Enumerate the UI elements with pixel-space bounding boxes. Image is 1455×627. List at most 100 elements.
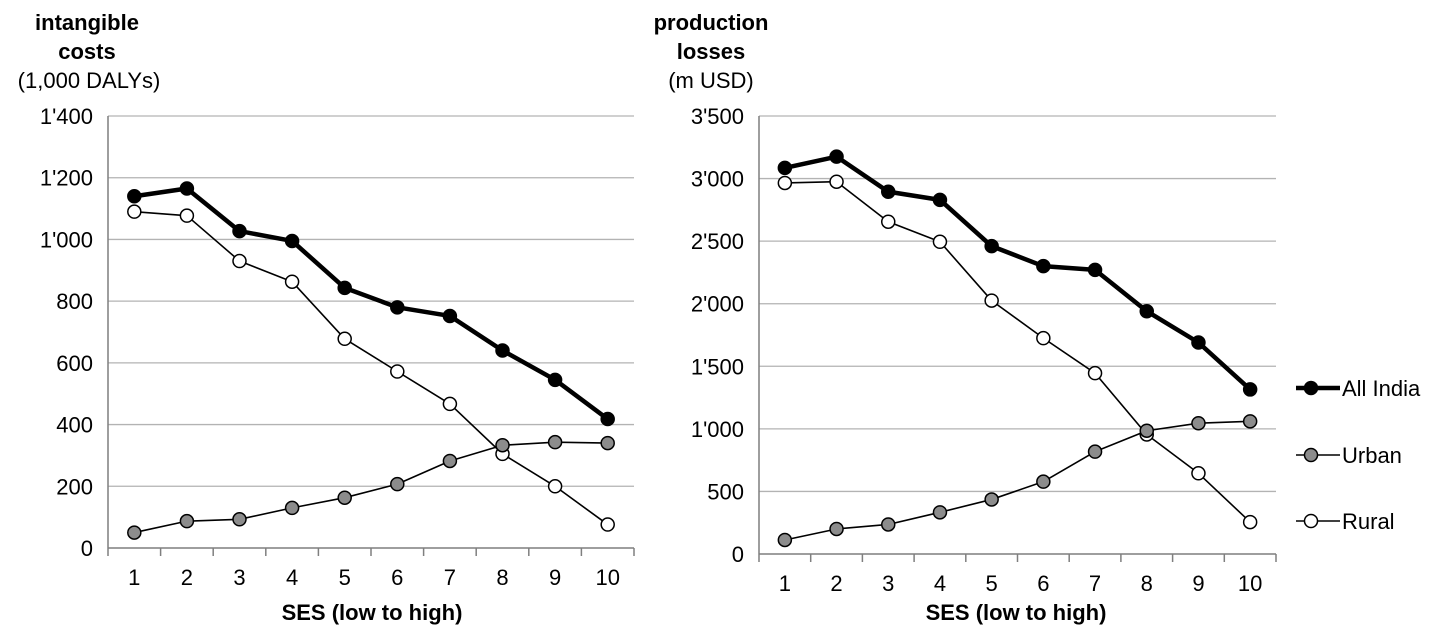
data-point-urban xyxy=(881,517,896,532)
data-point-rural xyxy=(777,175,793,191)
left-unit-label: (1,000 DALYs) xyxy=(18,68,161,93)
data-point-all-india xyxy=(337,280,352,296)
data-point-rural xyxy=(127,204,142,219)
data-point-urban xyxy=(600,435,615,451)
data-point-urban xyxy=(1139,423,1154,438)
data-point-rural xyxy=(829,174,844,189)
data-point-all-india xyxy=(1242,382,1258,397)
y-tick-label: 2'000 xyxy=(691,292,744,317)
y-tick-label: 3'500 xyxy=(691,104,744,129)
data-point-all-india xyxy=(179,181,195,196)
data-point-urban xyxy=(337,490,352,505)
x-tick-label: 6 xyxy=(1037,571,1049,596)
y-tick-label: 0 xyxy=(81,536,93,561)
data-point-rural xyxy=(390,364,405,379)
x-tick-label: 10 xyxy=(595,565,619,590)
data-point-rural xyxy=(284,274,300,289)
y-tick-label: 400 xyxy=(56,413,93,438)
y-tick-label: 1'500 xyxy=(691,354,744,379)
x-tick-label: 9 xyxy=(549,565,561,590)
x-tick-label: 4 xyxy=(286,565,298,590)
data-point-all-india xyxy=(390,300,405,315)
y-tick-label: 1'200 xyxy=(40,166,93,191)
y-tick-label: 1'400 xyxy=(40,104,93,129)
right-chart-panel: 0 500 1'000 1'500 2'000 2'500 3'000 3'500 1 2 3 4 5 6… xyxy=(691,104,1277,596)
x-tick-label: 2 xyxy=(830,571,842,596)
right-title-line1: production xyxy=(654,10,769,35)
data-point-rural xyxy=(1242,514,1258,530)
data-point-rural xyxy=(984,293,999,308)
y-tick-label: 1'000 xyxy=(40,227,93,252)
legend-marker-rural xyxy=(1303,513,1319,529)
data-point-urban xyxy=(179,513,195,529)
x-tick-label: 6 xyxy=(391,565,403,590)
data-point-all-india xyxy=(600,411,615,427)
data-point-rural xyxy=(232,253,247,269)
y-tick-label: 3'000 xyxy=(691,167,744,192)
left-title-line2: costs xyxy=(58,39,115,64)
data-point-rural xyxy=(600,517,615,532)
right-x-axis-label: SES (low to high) xyxy=(926,600,1107,625)
data-point-all-india xyxy=(829,149,844,164)
data-point-all-india xyxy=(1036,258,1051,274)
series-line-all-india xyxy=(784,154,1252,392)
data-point-urban xyxy=(495,437,510,453)
y-tick-label: 200 xyxy=(56,474,93,499)
x-tick-label: 4 xyxy=(934,571,946,596)
x-tick-label: 5 xyxy=(339,565,351,590)
legend-label-all-india: All India xyxy=(1342,376,1421,401)
series-line-rural xyxy=(134,210,609,526)
data-point-rural xyxy=(179,208,195,223)
data-point-all-india xyxy=(777,160,793,176)
data-point-urban xyxy=(932,505,948,520)
data-point-urban xyxy=(777,532,793,548)
legend-marker-all-india xyxy=(1303,380,1319,396)
data-point-rural xyxy=(1191,466,1206,481)
x-tick-label: 3 xyxy=(233,565,245,590)
data-point-urban xyxy=(1191,415,1206,431)
data-point-urban xyxy=(442,453,458,469)
legend-marker-urban xyxy=(1303,447,1319,463)
x-tick-label: 9 xyxy=(1192,571,1204,596)
data-point-rural xyxy=(932,234,948,250)
x-tick-label: 3 xyxy=(882,571,894,596)
y-tick-label: 600 xyxy=(56,351,93,376)
legend: All India Urban Rural xyxy=(1296,376,1421,534)
x-tick-label: 7 xyxy=(444,565,456,590)
data-point-all-india xyxy=(984,238,999,254)
data-point-all-india xyxy=(547,372,563,388)
data-point-urban xyxy=(232,512,247,527)
data-point-all-india xyxy=(442,308,458,324)
data-point-urban xyxy=(390,476,405,492)
data-point-urban xyxy=(127,525,142,540)
data-point-urban xyxy=(829,521,844,537)
data-point-rural xyxy=(881,214,896,229)
data-point-urban xyxy=(547,434,563,450)
data-point-urban xyxy=(284,500,300,516)
left-chart-panel: 0 200 400 600 800 1'000 1'200 1'400 1 2 3 4 5 6 7 8 9 10 xyxy=(40,104,635,590)
data-point-all-india xyxy=(284,233,300,249)
x-tick-label: 8 xyxy=(496,565,508,590)
data-point-rural xyxy=(442,396,458,412)
y-tick-label: 800 xyxy=(56,289,93,314)
x-tick-label: 10 xyxy=(1238,571,1262,596)
series-line-all-india xyxy=(133,186,610,421)
data-point-all-india xyxy=(495,343,510,358)
data-point-all-india xyxy=(1191,335,1206,350)
legend-label-rural: Rural xyxy=(1342,509,1395,534)
data-point-urban xyxy=(1087,444,1103,459)
x-tick-label: 8 xyxy=(1141,571,1153,596)
y-tick-label: 1'000 xyxy=(691,417,744,442)
x-tick-label: 2 xyxy=(181,565,193,590)
data-point-all-india xyxy=(127,188,142,204)
right-unit-label: (m USD) xyxy=(668,68,754,93)
left-title-line1: intangible xyxy=(35,10,139,35)
x-tick-label: 7 xyxy=(1089,571,1101,596)
data-point-rural xyxy=(1036,330,1051,346)
data-point-rural xyxy=(1087,365,1103,381)
data-point-all-india xyxy=(932,192,948,208)
y-tick-label: 2'500 xyxy=(691,229,744,254)
y-tick-label: 0 xyxy=(732,542,744,567)
data-point-all-india xyxy=(1087,262,1103,278)
